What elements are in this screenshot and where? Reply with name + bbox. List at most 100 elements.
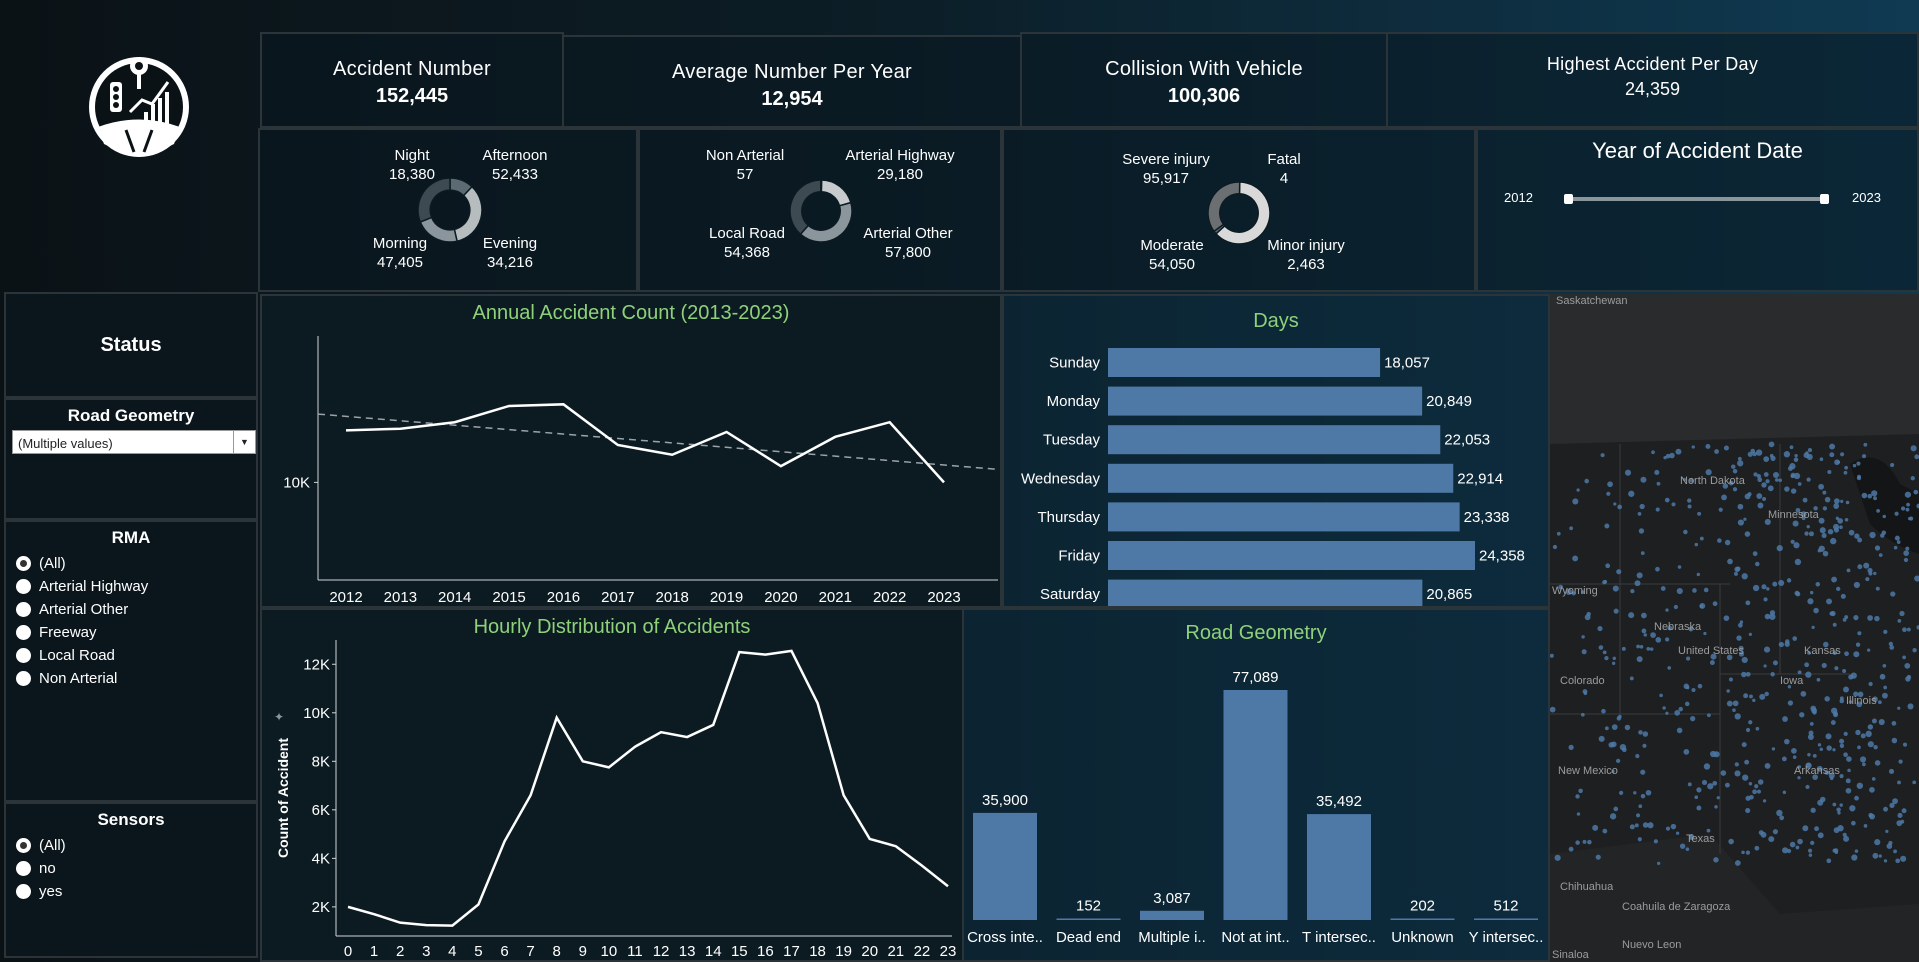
accident-point[interactable] xyxy=(1630,588,1635,594)
accident-point[interactable] xyxy=(1842,669,1847,673)
accident-point[interactable] xyxy=(1853,691,1859,697)
accident-point[interactable] xyxy=(1745,808,1751,814)
accident-point[interactable] xyxy=(1741,850,1745,855)
accident-point[interactable] xyxy=(1898,759,1903,764)
geometry-bar[interactable] xyxy=(1474,918,1538,920)
accident-point[interactable] xyxy=(1905,546,1910,551)
accident-point[interactable] xyxy=(1642,743,1647,748)
accident-point[interactable] xyxy=(1826,745,1832,751)
geometry-bar[interactable] xyxy=(1390,918,1455,921)
accident-point[interactable] xyxy=(1676,587,1683,595)
accident-point[interactable] xyxy=(1613,502,1617,506)
accident-point[interactable] xyxy=(1854,795,1859,801)
accident-point[interactable] xyxy=(1895,858,1901,864)
accident-point[interactable] xyxy=(1764,613,1771,620)
accident-point[interactable] xyxy=(1638,804,1643,809)
accident-point[interactable] xyxy=(1868,571,1873,576)
accident-point[interactable] xyxy=(1869,813,1876,820)
accident-point[interactable] xyxy=(1912,647,1917,653)
accident-point[interactable] xyxy=(1770,672,1775,677)
accident-point[interactable] xyxy=(1752,551,1758,557)
accident-point[interactable] xyxy=(1867,493,1873,499)
accident-point[interactable] xyxy=(1830,610,1836,617)
accident-point[interactable] xyxy=(1816,677,1821,682)
accident-point[interactable] xyxy=(1819,747,1824,752)
accident-point[interactable] xyxy=(1784,738,1790,745)
accident-point[interactable] xyxy=(1806,525,1810,529)
accident-point[interactable] xyxy=(1900,506,1906,511)
geometry-bar[interactable] xyxy=(1307,814,1371,920)
road-geometry-dropdown[interactable]: (Multiple values) ▼ xyxy=(12,430,256,454)
accident-point[interactable] xyxy=(1902,627,1907,633)
accident-point[interactable] xyxy=(1601,708,1606,714)
rma-option[interactable]: Arterial Other xyxy=(6,598,256,621)
accident-point[interactable] xyxy=(1734,762,1739,767)
accident-point[interactable] xyxy=(1752,698,1756,703)
accident-point[interactable] xyxy=(1857,745,1861,750)
accident-point[interactable] xyxy=(1894,535,1900,541)
accident-point[interactable] xyxy=(1771,747,1776,751)
accident-point[interactable] xyxy=(1759,693,1766,700)
donut-slice[interactable] xyxy=(418,178,451,223)
donut-slice[interactable] xyxy=(820,180,823,193)
accident-point[interactable] xyxy=(1832,802,1837,807)
radio-button[interactable] xyxy=(16,648,31,663)
accident-point[interactable] xyxy=(1584,478,1589,484)
accident-point[interactable] xyxy=(1739,620,1744,624)
accident-point[interactable] xyxy=(1756,493,1763,499)
accident-point[interactable] xyxy=(1871,718,1877,724)
accident-point[interactable] xyxy=(1684,701,1690,707)
accident-point[interactable] xyxy=(1833,503,1840,509)
accident-point[interactable] xyxy=(1734,770,1741,777)
accident-point[interactable] xyxy=(1765,479,1770,484)
rma-option[interactable]: Arterial Highway xyxy=(6,575,256,598)
accident-point[interactable] xyxy=(1868,681,1873,687)
accident-point[interactable] xyxy=(1782,790,1787,795)
accident-point[interactable] xyxy=(1552,544,1558,550)
accident-point[interactable] xyxy=(1863,562,1870,569)
accident-point[interactable] xyxy=(1629,824,1635,830)
accident-point[interactable] xyxy=(1749,694,1753,699)
accident-point[interactable] xyxy=(1833,527,1840,533)
radio-button[interactable] xyxy=(16,579,31,594)
accident-point[interactable] xyxy=(1829,452,1835,458)
accident-point[interactable] xyxy=(1580,712,1585,717)
accident-point[interactable] xyxy=(1812,774,1818,780)
accident-point[interactable] xyxy=(1756,789,1761,794)
accident-point[interactable] xyxy=(1809,590,1814,595)
accident-point[interactable] xyxy=(1833,711,1838,716)
accident-point[interactable] xyxy=(1628,490,1635,497)
accident-point[interactable] xyxy=(1797,670,1802,675)
accident-point[interactable] xyxy=(1888,641,1893,646)
accident-point[interactable] xyxy=(1831,576,1837,583)
accident-point[interactable] xyxy=(1706,828,1711,833)
accident-point[interactable] xyxy=(1872,696,1878,703)
accident-point[interactable] xyxy=(1869,787,1875,793)
accident-point[interactable] xyxy=(1613,608,1619,614)
accident-point[interactable] xyxy=(1797,776,1801,780)
accident-point[interactable] xyxy=(1863,824,1868,828)
accident-point[interactable] xyxy=(1598,645,1604,650)
accident-point[interactable] xyxy=(1904,491,1912,498)
accident-point[interactable] xyxy=(1724,539,1731,546)
accident-point[interactable] xyxy=(1863,442,1868,447)
accident-point[interactable] xyxy=(1893,849,1897,854)
accident-point[interactable] xyxy=(1565,588,1572,595)
accident-point[interactable] xyxy=(1748,632,1752,637)
accident-point[interactable] xyxy=(1852,463,1857,468)
accident-point[interactable] xyxy=(1714,805,1718,809)
accident-point[interactable] xyxy=(1905,507,1910,512)
accident-point[interactable] xyxy=(1815,582,1821,587)
accident-point[interactable] xyxy=(1871,490,1878,497)
accident-point[interactable] xyxy=(1833,827,1840,834)
accident-point[interactable] xyxy=(1843,686,1849,693)
accident-point[interactable] xyxy=(1828,772,1835,779)
accident-point[interactable] xyxy=(1726,689,1730,693)
accident-point[interactable] xyxy=(1889,802,1895,808)
accident-point[interactable] xyxy=(1581,590,1585,594)
accident-point[interactable] xyxy=(1667,666,1672,670)
accident-point[interactable] xyxy=(1663,455,1667,460)
accident-point[interactable] xyxy=(1896,540,1901,545)
accident-point[interactable] xyxy=(1754,784,1759,789)
accident-point[interactable] xyxy=(1849,805,1856,812)
